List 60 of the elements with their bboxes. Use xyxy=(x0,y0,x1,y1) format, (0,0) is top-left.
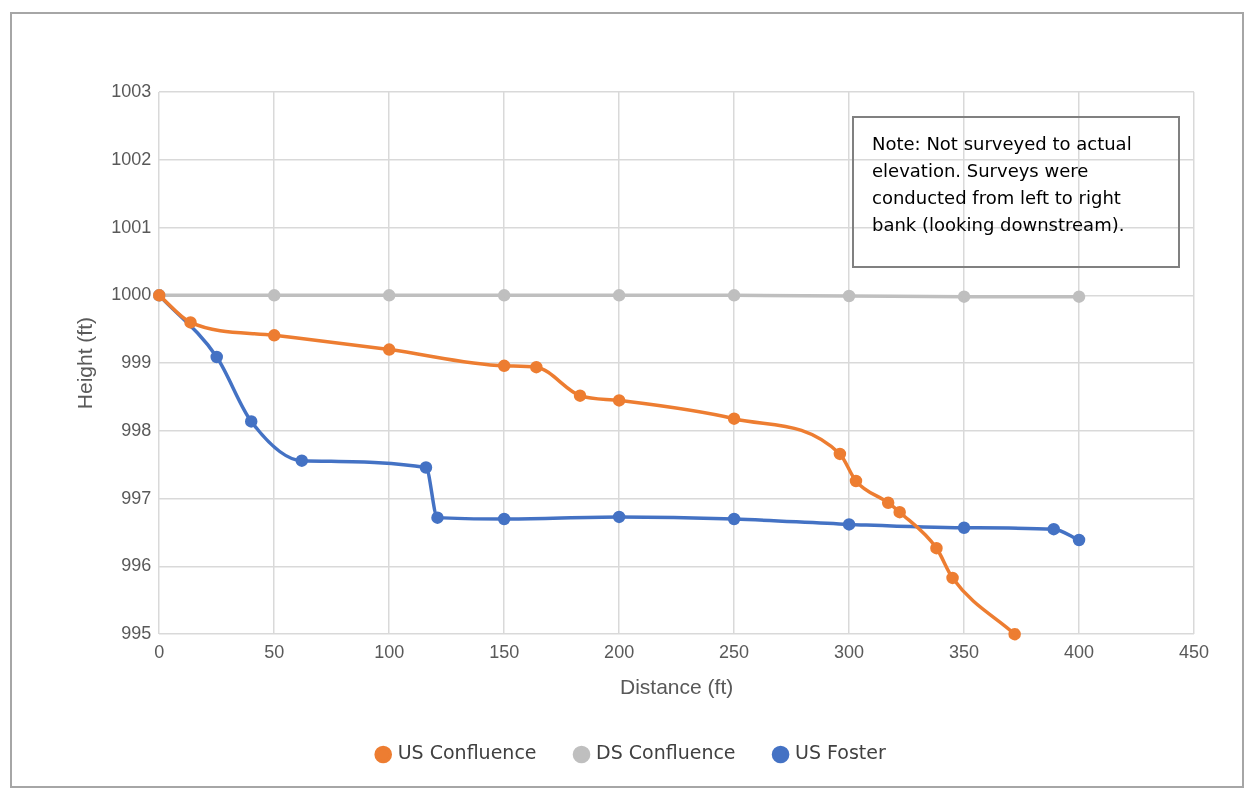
point xyxy=(382,289,396,302)
x-tick-label: 350 xyxy=(949,641,980,662)
point xyxy=(881,496,895,509)
point xyxy=(295,454,309,467)
point xyxy=(612,394,626,407)
x-tick-label: 300 xyxy=(834,641,865,662)
point xyxy=(727,289,741,302)
x-tick-label: 450 xyxy=(1178,641,1210,662)
x-tick-label: 250 xyxy=(719,641,750,662)
point xyxy=(497,512,511,526)
point xyxy=(497,289,511,302)
point xyxy=(184,316,197,329)
point xyxy=(612,289,626,302)
x-tick-label: 400 xyxy=(1064,641,1095,662)
y-axis-title: Height (ft) xyxy=(73,317,97,410)
y-tick-label: 1003 xyxy=(111,80,152,101)
point xyxy=(267,289,281,302)
point xyxy=(1072,533,1086,547)
point xyxy=(1008,627,1021,641)
point xyxy=(727,512,741,526)
y-tick-label: 997 xyxy=(121,487,152,508)
point xyxy=(842,518,856,531)
y-tick-label: 1001 xyxy=(111,216,152,237)
legend-label: US Foster xyxy=(795,741,886,764)
point xyxy=(930,541,943,555)
point xyxy=(833,447,847,461)
y-tick-label: 1002 xyxy=(111,148,152,169)
y-tick-label: 1000 xyxy=(111,284,152,305)
y-tick-label: 996 xyxy=(121,555,152,576)
point xyxy=(957,521,971,535)
point xyxy=(573,389,587,402)
annotation: Note: Not surveyed to actual elevation. Surveys were conducted from left to right bank (looking downstream). xyxy=(852,116,1180,268)
point xyxy=(497,359,511,373)
point xyxy=(1047,522,1060,536)
point xyxy=(612,510,626,524)
y-tick-label: 999 xyxy=(121,352,152,373)
point xyxy=(849,474,863,488)
x-tick-label: 200 xyxy=(604,641,635,662)
point xyxy=(946,571,959,585)
point xyxy=(382,343,396,356)
legend-label: US Confluence xyxy=(397,741,537,764)
point xyxy=(530,360,543,374)
point xyxy=(727,412,741,425)
point xyxy=(1072,290,1086,303)
x-tick-label: 150 xyxy=(489,641,520,662)
point xyxy=(244,415,258,428)
x-axis-title: Distance (ft) xyxy=(620,675,734,699)
x-tick-label: 0 xyxy=(154,641,165,662)
point xyxy=(893,505,906,519)
point xyxy=(431,511,444,524)
x-tick-label: 100 xyxy=(374,641,405,662)
point xyxy=(842,289,856,303)
point xyxy=(419,461,433,474)
point xyxy=(957,290,971,303)
point xyxy=(210,350,223,364)
x-tick-label: 50 xyxy=(264,641,285,662)
y-tick-label: 998 xyxy=(121,419,152,440)
legend-label: DS Confluence xyxy=(596,741,736,764)
point xyxy=(267,329,281,342)
y-tick-label: 995 xyxy=(121,623,152,644)
